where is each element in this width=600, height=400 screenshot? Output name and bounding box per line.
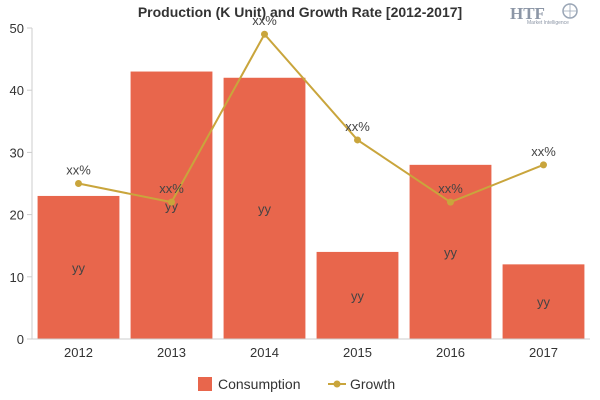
growth-point	[354, 136, 361, 144]
bar	[502, 264, 585, 339]
bar-data-label: yy	[537, 295, 551, 310]
y-axis: 0 10 20 30 40 50	[10, 21, 33, 347]
legend-consumption-label: Consumption	[218, 376, 301, 392]
chart-title: Production (K Unit) and Growth Rate [201…	[138, 4, 462, 20]
bar-data-label: yy	[444, 245, 458, 260]
growth-data-label: xx%	[252, 13, 277, 28]
growth-point	[447, 198, 454, 206]
logo-text: HTF	[510, 4, 545, 23]
y-tick-label: 10	[10, 270, 24, 285]
bar-data-label: yy	[351, 288, 365, 303]
bar	[37, 195, 120, 339]
growth-data-label: xx%	[345, 119, 370, 134]
line-data-labels: xx% xx% xx% xx% xx% xx%	[66, 13, 556, 196]
y-tick-label: 50	[10, 21, 24, 36]
bar-series	[37, 71, 585, 339]
bar-data-label: yy	[72, 260, 86, 275]
growth-point	[168, 198, 175, 206]
bar-data-label: yy	[258, 201, 272, 216]
y-tick-label: 20	[10, 208, 24, 223]
bar	[409, 164, 492, 339]
growth-point	[540, 161, 547, 169]
y-tick-label: 0	[17, 332, 24, 347]
x-tick-label: 2016	[436, 345, 465, 360]
x-tick-label: 2015	[343, 345, 372, 360]
growth-data-label: xx%	[531, 144, 556, 159]
legend-growth-marker	[333, 380, 341, 388]
growth-data-label: xx%	[159, 181, 184, 196]
x-axis: 2012 2013 2014 2015 2016 2017	[32, 338, 590, 360]
logo-subtext: Market Intelligence	[527, 20, 569, 26]
bar	[316, 251, 399, 339]
brand-logo: HTF Market Intelligence	[510, 3, 578, 26]
x-tick-label: 2013	[157, 345, 186, 360]
growth-data-label: xx%	[438, 181, 463, 196]
growth-data-label: xx%	[66, 163, 91, 178]
legend-consumption-swatch	[198, 377, 212, 391]
x-tick-label: 2014	[250, 345, 279, 360]
bar	[223, 77, 306, 339]
growth-point	[261, 30, 268, 38]
legend-growth-label: Growth	[350, 376, 395, 392]
legend: Consumption Growth	[198, 376, 395, 392]
x-tick-label: 2017	[529, 345, 558, 360]
growth-line	[78, 32, 544, 204]
growth-point	[75, 180, 82, 187]
x-tick-label: 2012	[64, 345, 93, 360]
y-tick-label: 30	[10, 145, 24, 160]
line-series	[75, 30, 547, 206]
y-tick-label: 40	[10, 83, 24, 98]
